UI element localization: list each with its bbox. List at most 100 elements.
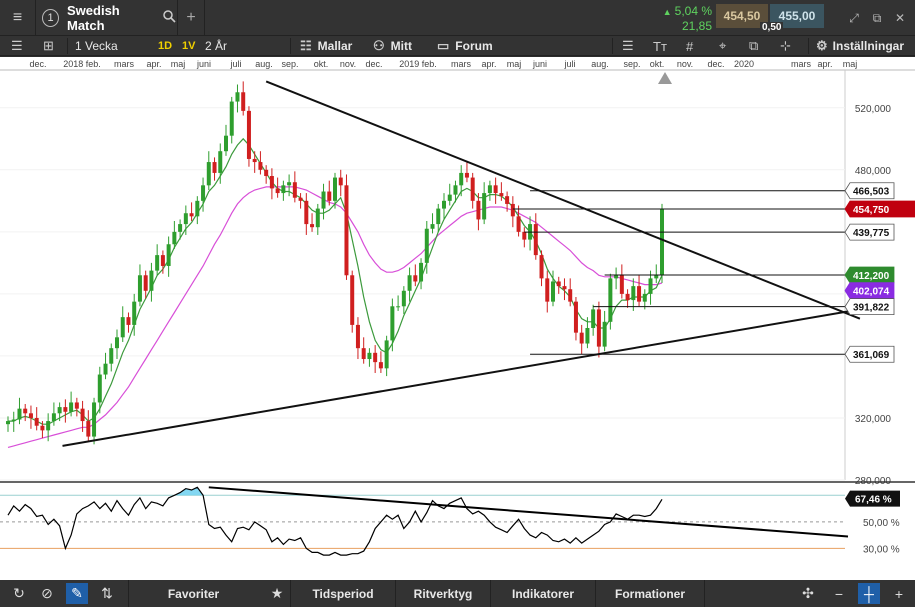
candle-body [172, 231, 177, 245]
candle-body [143, 275, 148, 291]
candle-body [648, 278, 653, 294]
candle-body [241, 92, 246, 111]
expand-icon[interactable]: ⤢ [849, 11, 859, 25]
chart-toolbar: ☰ ⊞ 1 Vecka 1D 1V 2 År ☷ Mallar ⚇ Mitt ▭ Fo… [0, 36, 915, 56]
plus-icon: + [186, 9, 196, 26]
candle-body [660, 208, 664, 276]
candle-body [327, 191, 332, 201]
price-list-icon[interactable]: ☰ [622, 38, 634, 53]
candle-body [298, 197, 303, 201]
price-flags: 466,503 454,750 439,775 412,200 402,074 391,8… [844, 182, 915, 363]
candle-body [189, 213, 194, 217]
copy-icon[interactable]: ⧉ [749, 38, 759, 53]
candle-body [109, 348, 114, 364]
candle-body [6, 421, 10, 425]
bottom-bar: ↻ ⊘ ✎ ⇅ Favoriter ★ Tidsperiod Ritverkty… [0, 580, 915, 607]
candle-body [69, 402, 74, 412]
templates-button[interactable]: ☷ Mallar [300, 36, 352, 56]
gear-icon: ⚙ [816, 38, 828, 53]
indicators-button[interactable]: Indikatorer [490, 580, 595, 607]
candle-body [505, 196, 510, 204]
horizontal-price-lines [512, 190, 845, 355]
osc-current-label: 67,46 % [855, 495, 892, 506]
candle-body [637, 286, 642, 302]
candle-body [292, 182, 297, 198]
candle-body [183, 213, 188, 225]
osc-level-label: 50,00 % [863, 518, 900, 529]
list-icon[interactable]: ☰ [11, 38, 23, 53]
plus-icon[interactable]: + [894, 585, 904, 602]
candle-body [596, 309, 601, 347]
candle-body [407, 275, 412, 291]
candle-body [51, 413, 56, 422]
instrument-selector[interactable]: 1 Swedish Match [36, 0, 176, 36]
magnet-icon[interactable]: ⇅ [101, 585, 113, 601]
candle-body [551, 281, 555, 302]
minus-icon[interactable]: − [834, 585, 844, 602]
favorites-button[interactable]: Favoriter [128, 580, 258, 607]
refresh-icon[interactable]: ↻ [13, 585, 25, 601]
grid-icon[interactable]: # [686, 38, 694, 54]
candle-body [212, 162, 217, 173]
search-icon[interactable] [163, 10, 176, 26]
candle-body [378, 362, 383, 369]
interval-1d-button[interactable]: 1D [158, 40, 173, 52]
popout-icon[interactable]: ⧉ [872, 11, 882, 25]
change-display: ▲ 5,04 % 21,85 [654, 4, 712, 33]
menu-button[interactable]: ≡ [0, 0, 36, 36]
candle-body [11, 419, 16, 422]
candle-body [304, 200, 309, 225]
price-flag-purple [844, 282, 895, 300]
pencil-icon[interactable]: ✎ [66, 583, 88, 604]
timeline-label: nov. [340, 59, 356, 69]
candle-body [436, 208, 441, 225]
candle-body [275, 188, 280, 194]
text-size-icon[interactable]: Tт [653, 38, 667, 54]
draw-tools-button[interactable]: Ritverktyg [395, 580, 490, 607]
add-tab-button[interactable]: + [177, 0, 205, 36]
snapshot-icon[interactable]: ⊹ [780, 38, 791, 53]
range-selector[interactable]: 2 År [205, 39, 228, 53]
mine-button[interactable]: ⚇ Mitt [373, 36, 412, 56]
period-button[interactable]: Tidsperiod [290, 580, 395, 607]
candle-body [470, 177, 475, 201]
candle-body [258, 162, 263, 170]
candle-body [361, 348, 366, 360]
candle-body [614, 275, 619, 279]
move-icon[interactable]: ✣ [802, 585, 814, 601]
candle-body [218, 151, 223, 173]
formations-button[interactable]: Formationer [595, 580, 705, 607]
star-icon[interactable]: ★ [270, 585, 284, 601]
candle-body [338, 177, 343, 186]
candle-body [40, 425, 45, 431]
forum-button[interactable]: ▭ Forum [437, 36, 493, 56]
candle-body [482, 193, 487, 220]
timeline-label: dec. [365, 59, 382, 69]
candle-body [252, 158, 257, 163]
price-chart[interactable]: dec. 2018 feb. mars apr. maj juni juli aug. sep.… [0, 57, 915, 580]
candle-body [269, 176, 274, 189]
candle-body [246, 110, 251, 159]
period-selector[interactable]: 1 Vecka [75, 39, 118, 53]
no-icon[interactable]: ⊘ [41, 585, 53, 601]
timeline-label: apr. [481, 59, 496, 69]
crosshair-cursor-icon[interactable]: ┼ [858, 583, 880, 604]
candle-body [120, 317, 125, 338]
candle-body [34, 417, 39, 426]
price-axis-label: 480,000 [855, 166, 892, 177]
candle-body [57, 407, 62, 414]
instrument-number-badge: 1 [42, 9, 59, 27]
interval-1v-button[interactable]: 1V [182, 40, 196, 52]
close-icon[interactable]: ✕ [894, 11, 906, 25]
timeline-label: apr. [146, 59, 161, 69]
timeline-label: 2018 feb. [63, 59, 101, 69]
crosshair-icon[interactable]: ⌖ [719, 38, 727, 53]
settings-button[interactable]: ⚙ Inställningar [816, 36, 904, 56]
chart-area[interactable]: dec. 2018 feb. mars apr. maj juni juli aug. sep.… [0, 57, 915, 580]
candle-body [287, 182, 292, 186]
layout-icon[interactable]: ⊞ [43, 38, 54, 53]
current-date-marker-icon [658, 72, 672, 84]
candle-body [178, 224, 183, 232]
candle-body [149, 270, 154, 291]
bid-price[interactable]: 454,50 [716, 4, 768, 28]
